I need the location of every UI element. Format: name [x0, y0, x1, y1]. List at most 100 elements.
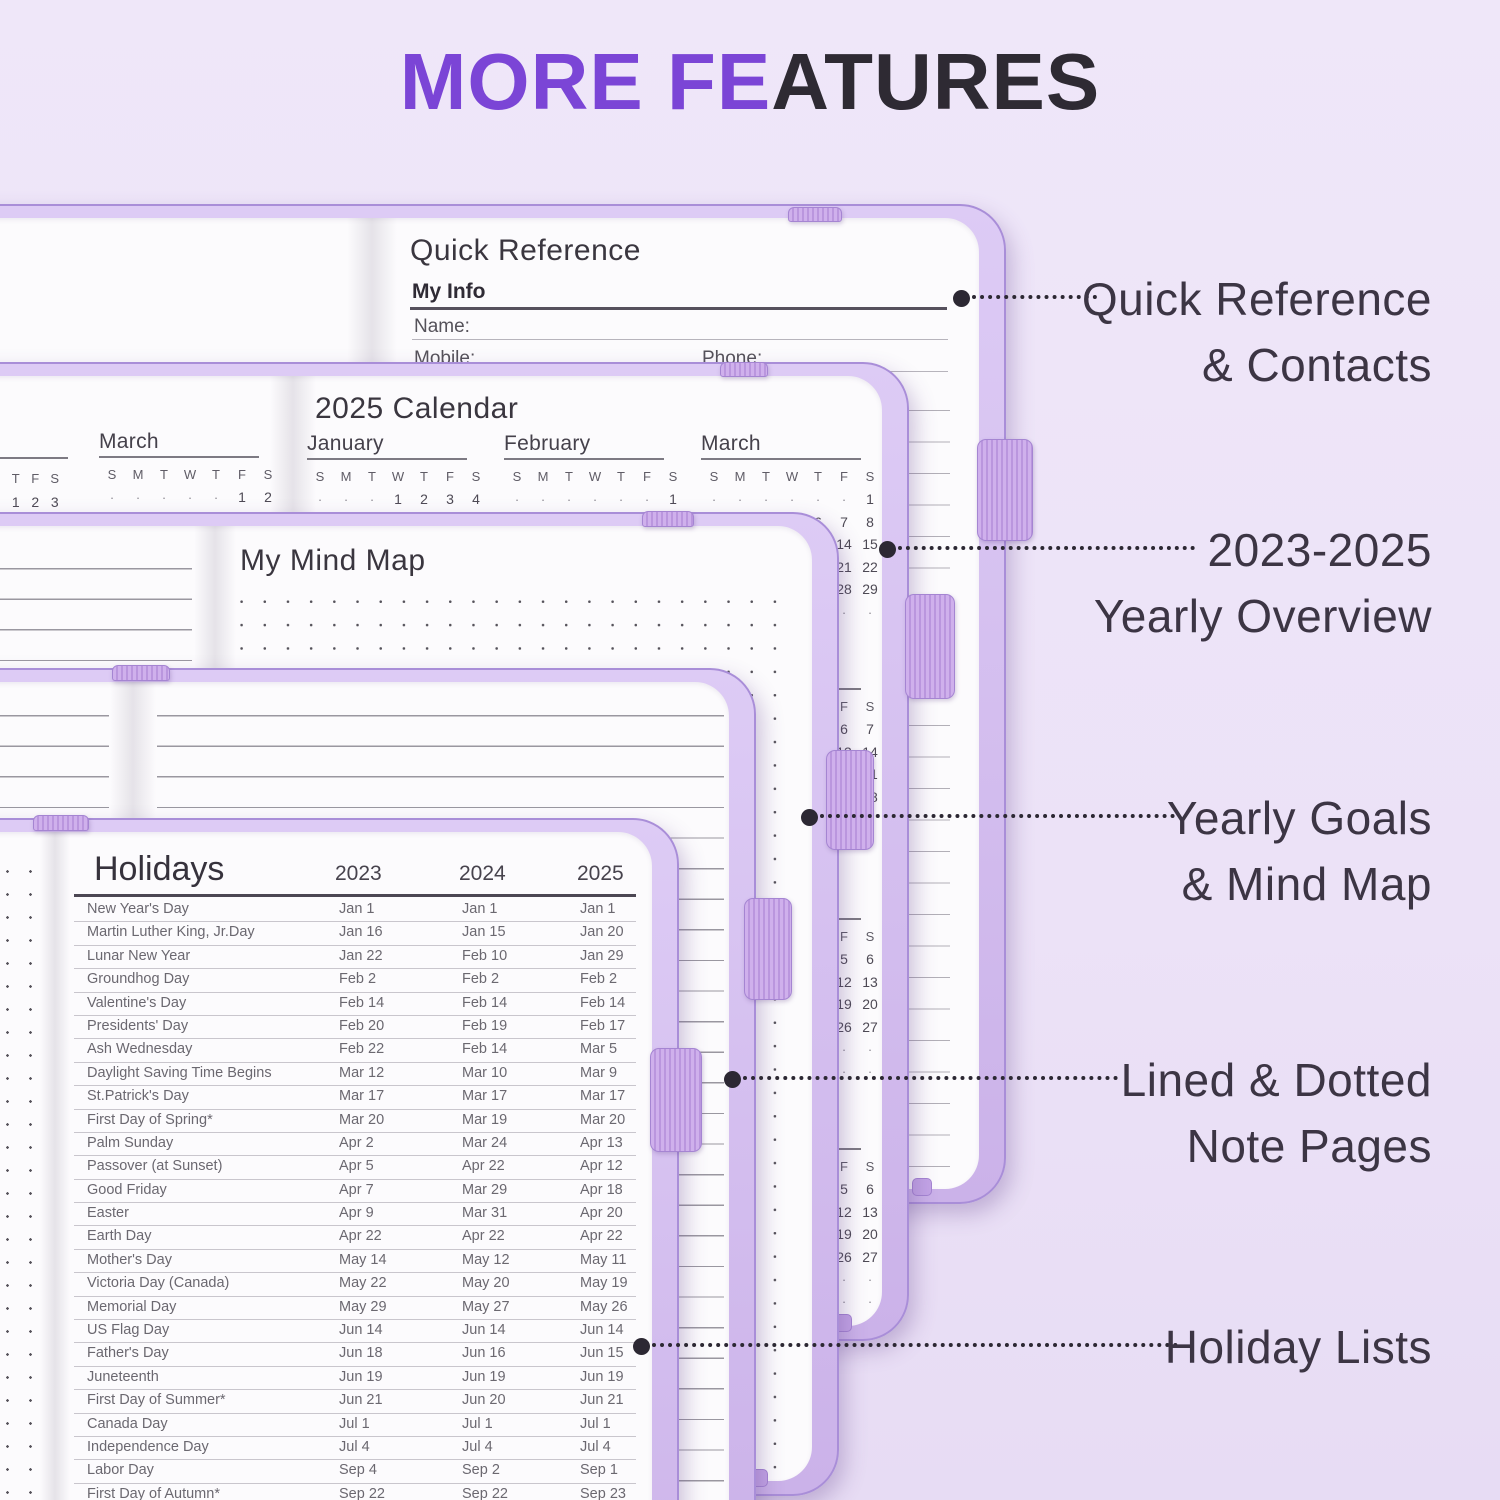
yearly-goals-ruled-lines	[0, 568, 192, 668]
holiday-date-2025: Mar 20	[580, 1111, 626, 1128]
holiday-date-2025: Mar 17	[580, 1088, 626, 1105]
holiday-name: Easter	[87, 1205, 129, 1222]
holiday-date-2025: May 26	[580, 1298, 628, 1315]
holidays-header-rule	[74, 894, 636, 897]
holiday-name: Groundhog Day	[87, 971, 190, 988]
holiday-date-2023: May 29	[339, 1298, 387, 1315]
holiday-row: Father's Day Jun 18 Jun 16 Jun 15	[74, 1343, 636, 1367]
week-row: ······1	[514, 491, 677, 508]
holidays-year-2023: 2023	[335, 862, 382, 885]
holiday-name: Victoria Day (Canada)	[87, 1275, 230, 1292]
feature-text: Note Pages	[1186, 1120, 1432, 1172]
dot-grid-left	[0, 860, 42, 1500]
feature-text: Quick Reference	[1081, 273, 1432, 325]
holiday-name: St.Patrick's Day	[87, 1088, 189, 1105]
month-rule	[99, 456, 259, 458]
holiday-row: Valentine's Day Feb 14 Feb 14 Feb 14	[74, 993, 636, 1016]
holiday-date-2024: Feb 14	[462, 1041, 508, 1058]
feature-label-quick-reference: Quick Reference & Contacts	[1082, 266, 1432, 398]
feature-text: 2023-2025	[1207, 524, 1432, 576]
holiday-date-2024: Jun 20	[462, 1392, 506, 1409]
holiday-date-2023: Feb 2	[339, 971, 377, 988]
holiday-date-2025: Jun 21	[580, 1392, 624, 1409]
holiday-date-2024: Jan 1	[462, 901, 498, 917]
holiday-date-2024: Mar 19	[462, 1111, 508, 1128]
holiday-date-2024: Mar 17	[462, 1088, 508, 1105]
holiday-row: US Flag Day Jun 14 Jun 14 Jun 14	[74, 1320, 636, 1344]
holiday-name: Good Friday	[87, 1181, 167, 1198]
holiday-date-2025: Feb 2	[580, 971, 618, 988]
holiday-date-2024: Feb 2	[462, 971, 500, 988]
holiday-row: Mother's Day May 14 May 12 May 11	[74, 1250, 636, 1274]
name-label: Name:	[414, 316, 470, 337]
holiday-row: Good Friday Apr 7 Mar 29 Apr 18	[74, 1180, 636, 1204]
holiday-date-2024: Sep 22	[462, 1485, 508, 1500]
holiday-name: First Day of Autumn*	[87, 1485, 220, 1500]
holiday-date-2024: May 20	[462, 1275, 510, 1292]
holiday-row: Daylight Saving Time Begins Mar 12 Mar 10 M…	[74, 1063, 636, 1087]
holiday-date-2023: Jul 1	[339, 1415, 370, 1432]
holiday-row: First Day of Spring* Mar 20 Mar 19 Mar 20	[74, 1110, 636, 1133]
my-info-heading: My Info	[412, 280, 486, 303]
holiday-row: Lunar New Year Jan 22 Feb 10 Jan 29	[74, 946, 636, 970]
holiday-row: Earth Day Apr 22 Apr 22 Apr 22	[74, 1226, 636, 1250]
holiday-date-2023: Jan 16	[339, 924, 383, 941]
holiday-row: New Year's Day Jan 1 Jan 1 Jan 1	[74, 899, 636, 923]
holiday-date-2025: Jul 4	[580, 1438, 611, 1455]
holiday-name: Canada Day	[87, 1415, 168, 1432]
pen-loop-icon	[642, 511, 694, 527]
holiday-date-2025: Mar 9	[580, 1064, 618, 1081]
month-rule	[504, 458, 664, 460]
holiday-row: St.Patrick's Day Mar 17 Mar 17 Mar 17	[74, 1086, 636, 1110]
quick-reference-title: Quick Reference	[410, 234, 641, 267]
holiday-date-2024: Apr 22	[462, 1158, 505, 1175]
feature-text: & Mind Map	[1181, 858, 1432, 910]
holiday-name: Lunar New Year	[87, 947, 191, 964]
holiday-date-2025: Jun 19	[580, 1368, 624, 1385]
feature-text: Yearly Overview	[1093, 590, 1432, 642]
holiday-date-2025: Jul 1	[580, 1415, 611, 1432]
feature-label-yearly-overview: 2023-2025 Yearly Overview	[1094, 517, 1432, 649]
feature-text: Yearly Goals	[1166, 792, 1432, 844]
holiday-date-2023: Apr 7	[339, 1181, 374, 1198]
holiday-date-2023: Apr 5	[339, 1158, 374, 1175]
holiday-date-2023: Sep 4	[339, 1462, 377, 1479]
holiday-date-2023: Mar 20	[339, 1111, 385, 1128]
holiday-name: First Day of Summer*	[87, 1392, 226, 1409]
holiday-name: Passover (at Sunset)	[87, 1158, 223, 1175]
month-name: February	[504, 432, 591, 455]
pen-loop-icon	[788, 207, 842, 222]
pen-loop-icon	[826, 750, 874, 850]
holiday-row: Independence Day Jul 4 Jul 4 Jul 4	[74, 1437, 636, 1461]
holiday-date-2023: Apr 9	[339, 1205, 374, 1222]
holidays-year-2025: 2025	[577, 862, 624, 885]
holiday-date-2024: Jun 19	[462, 1368, 506, 1385]
holiday-date-2024: Apr 22	[462, 1228, 505, 1245]
holiday-name: Independence Day	[87, 1438, 209, 1455]
mind-map-title: My Mind Map	[240, 544, 426, 577]
holiday-date-2023: Mar 17	[339, 1088, 385, 1105]
holiday-date-2024: Jul 4	[462, 1438, 493, 1455]
elastic-nub	[912, 1178, 932, 1196]
holiday-date-2024: Feb 19	[462, 1017, 508, 1034]
feature-text: Lined & Dotted	[1120, 1054, 1432, 1106]
holiday-date-2023: Sep 22	[339, 1485, 385, 1500]
pen-loop-icon	[744, 898, 792, 1000]
holiday-date-2025: Feb 14	[580, 994, 626, 1011]
holiday-date-2023: Apr 22	[339, 1228, 382, 1245]
spine-crease	[40, 832, 70, 1500]
holiday-date-2025: May 11	[580, 1251, 627, 1268]
holiday-date-2024: Jun 16	[462, 1345, 506, 1362]
holiday-date-2024: Feb 10	[462, 947, 508, 964]
holiday-date-2025: Apr 20	[580, 1205, 623, 1222]
holiday-date-2023: Mar 12	[339, 1064, 385, 1081]
month-name: January	[307, 432, 384, 455]
holiday-row: Presidents' Day Feb 20 Feb 19 Feb 17	[74, 1016, 636, 1040]
holiday-date-2024: Sep 2	[462, 1462, 500, 1479]
